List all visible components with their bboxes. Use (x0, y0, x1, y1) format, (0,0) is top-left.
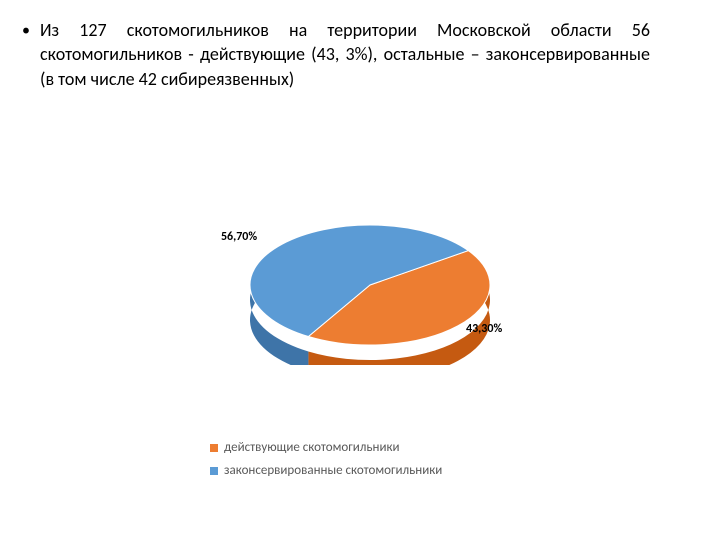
legend-text-0: действующие скотомогильники (224, 440, 400, 455)
legend: действующие скотомогильники законсервиро… (210, 440, 442, 486)
pie-wrap (245, 220, 495, 370)
bullet-paragraph: • Из 127 скотомогильников на территории … (40, 18, 650, 91)
bullet-marker: • (22, 20, 30, 42)
legend-swatch-0 (210, 444, 218, 452)
pie-top-svg (245, 220, 495, 350)
slice-label-1: 56,70% (221, 230, 257, 244)
legend-text-1: законсервированные скотомогильники (224, 463, 442, 478)
bullet-text-content: Из 127 скотомогильников на территории Мо… (40, 19, 650, 90)
legend-row-0: действующие скотомогильники (210, 440, 442, 455)
pie-chart: 43,30% 56,70% (170, 195, 590, 395)
slice-label-0: 43,30% (466, 322, 502, 336)
legend-row-1: законсервированные скотомогильники (210, 463, 442, 478)
legend-swatch-1 (210, 467, 218, 475)
